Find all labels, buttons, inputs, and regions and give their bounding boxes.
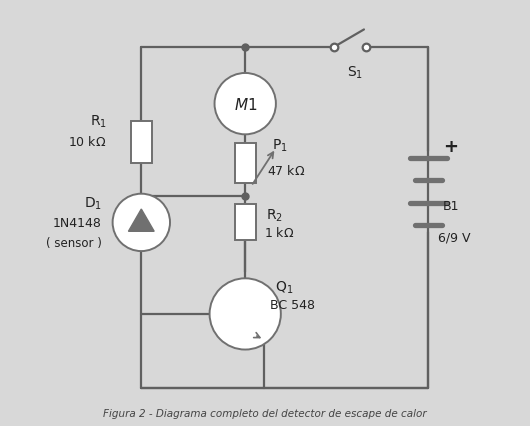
- Circle shape: [112, 194, 170, 251]
- Text: $\mathit{M1}$: $\mathit{M1}$: [234, 96, 257, 112]
- FancyBboxPatch shape: [131, 122, 152, 164]
- Circle shape: [215, 74, 276, 135]
- Text: R$_2$: R$_2$: [266, 207, 283, 224]
- Text: R$_1$: R$_1$: [90, 113, 107, 130]
- Text: 10 k$\Omega$: 10 k$\Omega$: [68, 135, 107, 148]
- Text: 47 k$\Omega$: 47 k$\Omega$: [268, 164, 306, 178]
- Text: 1N4148: 1N4148: [53, 216, 102, 229]
- Text: S$_1$: S$_1$: [347, 65, 364, 81]
- Circle shape: [209, 279, 281, 350]
- Polygon shape: [128, 210, 154, 232]
- FancyBboxPatch shape: [235, 204, 255, 240]
- Text: ( sensor ): ( sensor ): [46, 236, 102, 249]
- Text: +: +: [443, 138, 458, 155]
- Text: Q$_1$: Q$_1$: [275, 279, 293, 295]
- Text: 6/9 V: 6/9 V: [438, 231, 471, 244]
- Text: 1 k$\Omega$: 1 k$\Omega$: [264, 226, 294, 240]
- Text: D$_1$: D$_1$: [84, 195, 102, 211]
- Text: Figura 2 - Diagrama completo del detector de escape de calor: Figura 2 - Diagrama completo del detecto…: [103, 408, 427, 418]
- FancyBboxPatch shape: [235, 144, 255, 183]
- Text: P$_1$: P$_1$: [272, 138, 288, 154]
- Text: BC 548: BC 548: [270, 298, 315, 311]
- Text: B1: B1: [443, 199, 460, 212]
